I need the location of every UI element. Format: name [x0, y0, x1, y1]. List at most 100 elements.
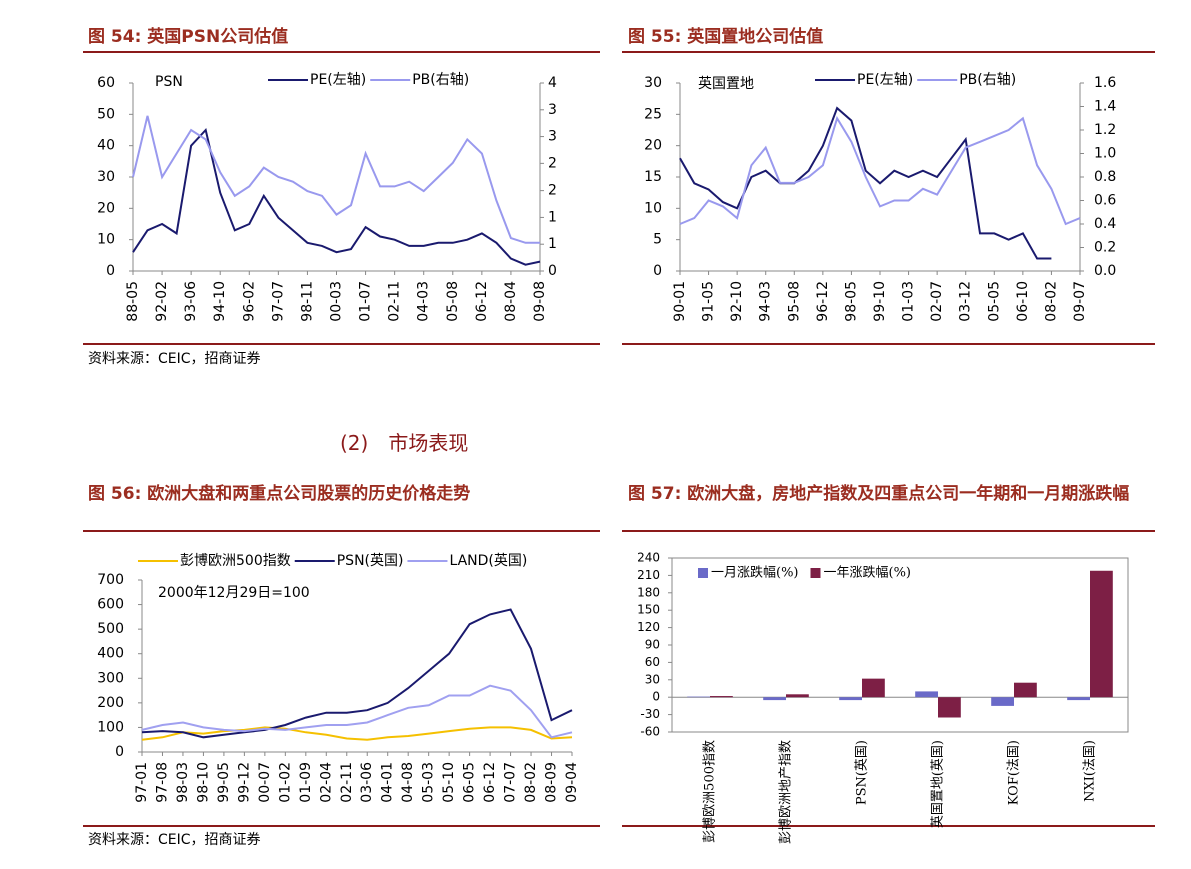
y-tick-label: 90: [645, 638, 660, 652]
bar: [915, 691, 938, 698]
y-tick-label: 5: [653, 232, 662, 248]
y-tick-label: 15: [644, 169, 662, 185]
x-tick-label: 00-07: [257, 762, 273, 803]
series-line: [141, 608, 573, 739]
section-title: (2) 市场表现: [340, 431, 469, 455]
legend-label: PB(右轴): [412, 72, 469, 88]
x-tick-label: 06-05: [462, 762, 478, 803]
rule: [83, 530, 600, 532]
x-tick-label: 94-03: [758, 281, 774, 322]
y-tick-label: 200: [97, 695, 124, 711]
y-tick-label: 500: [97, 621, 124, 637]
y-tick-label: -60: [640, 725, 660, 739]
y-tick-label: 0: [653, 263, 662, 279]
y2-tick-label: 1.4: [1094, 99, 1116, 115]
legend-label: PB(右轴): [959, 72, 1016, 88]
y-tick-label: 300: [97, 670, 124, 686]
bar: [1014, 682, 1037, 698]
x-tick-label: 06-10: [1015, 281, 1031, 322]
annotation: 英国置地: [698, 75, 754, 92]
y-tick-label: 400: [97, 646, 124, 662]
y-tick-label: 180: [637, 585, 660, 599]
y-tick-label: 40: [97, 138, 115, 154]
x-tick-label: 06-12: [474, 281, 490, 322]
y2-tick-label: 1.0: [1094, 146, 1116, 162]
y2-tick-label: 0: [548, 263, 557, 279]
bar: [786, 694, 809, 698]
y-tick-label: 60: [645, 655, 660, 669]
y-tick-label: 150: [637, 603, 660, 617]
y-tick-label: 30: [644, 75, 662, 91]
y2-tick-label: 1.6: [1094, 75, 1116, 91]
y2-tick-label: 1.2: [1094, 122, 1116, 138]
x-tick-label: 98-03: [175, 762, 191, 803]
x-tick-label: 08-02: [1043, 281, 1059, 322]
y-tick-label: 120: [637, 620, 660, 634]
bar: [710, 696, 733, 698]
series-line: [679, 106, 1052, 260]
x-tick-label: 97-07: [270, 281, 286, 322]
x-tick-label: 04-01: [380, 762, 396, 803]
x-tick-label: 04-03: [416, 281, 432, 322]
chart-title: 图 56: 欧洲大盘和两重点公司股票的历史价格走势: [88, 484, 471, 504]
x-tick-label: 97-08: [154, 762, 170, 803]
legend-label: PE(左轴): [310, 72, 366, 88]
x-tick-label: 01-07: [358, 281, 374, 322]
y2-tick-label: 0.2: [1094, 240, 1116, 256]
x-tick-label: 08-09: [544, 762, 560, 803]
x-tick-label: NXI(法国): [1083, 740, 1098, 802]
x-tick-label: 01-03: [901, 281, 917, 322]
legend-label: 一年涨跌幅(%): [824, 565, 912, 581]
x-tick-label: 92-10: [729, 281, 745, 322]
x-tick-label: 95-08: [786, 281, 802, 322]
bar: [763, 697, 786, 701]
bar: [1090, 570, 1113, 698]
x-tick-label: 09-04: [564, 762, 580, 803]
series-line: [141, 726, 573, 741]
x-tick-label: 02-11: [387, 281, 403, 322]
y2-tick-label: 1: [548, 236, 557, 252]
x-tick-label: 90-01: [672, 281, 688, 322]
x-tick-label: 99-12: [236, 762, 252, 803]
bar: [1067, 697, 1090, 701]
y-tick-label: 30: [645, 672, 660, 686]
y2-tick-label: 4: [548, 75, 557, 91]
y-tick-label: 0: [652, 690, 660, 704]
x-tick-label: 05-05: [986, 281, 1002, 322]
y-tick-label: -30: [640, 707, 660, 721]
y2-tick-label: 3: [548, 102, 557, 118]
x-tick-label: 96-12: [815, 281, 831, 322]
legend-label: PSN(英国): [337, 552, 404, 569]
x-tick-label: 98-11: [299, 281, 315, 322]
annotation: PSN: [155, 74, 183, 90]
bar: [687, 696, 710, 698]
y-tick-label: 30: [97, 169, 115, 185]
y-tick-label: 20: [97, 200, 115, 216]
bar: [991, 697, 1014, 706]
y-tick-label: 210: [637, 568, 660, 582]
source: 资料来源：CEIC，招商证券: [88, 832, 261, 848]
y-tick-label: 0: [106, 263, 115, 279]
y-tick-label: 100: [97, 719, 124, 735]
legend-swatch: [698, 568, 708, 578]
y-tick-label: 700: [97, 572, 124, 588]
y-tick-label: 60: [97, 75, 115, 91]
y2-tick-label: 2: [548, 155, 557, 171]
x-tick-label: 02-04: [318, 762, 334, 803]
x-tick-label: 92-02: [154, 281, 170, 322]
chart-title: 图 57: 欧洲大盘，房地产指数及四重点公司一年期和一月期涨跌幅: [628, 484, 1130, 504]
x-tick-label: 02-07: [929, 281, 945, 322]
x-tick-label: 99-10: [872, 281, 888, 322]
y2-tick-label: 3: [548, 129, 557, 145]
rule: [622, 343, 1155, 345]
legend-label: 彭博欧洲500指数: [180, 552, 291, 569]
x-tick-label: KOF(法国): [1007, 740, 1022, 805]
x-tick-label: 09-07: [1072, 281, 1088, 322]
source: 资料来源：CEIC，招商证券: [88, 351, 261, 367]
x-tick-label: 98-10: [195, 762, 211, 803]
x-tick-label: 01-09: [298, 762, 314, 803]
x-tick-label: 96-02: [241, 281, 257, 322]
series-line: [679, 115, 1081, 226]
x-tick-label: 08-02: [523, 762, 539, 803]
x-tick-label: 09-08: [532, 281, 548, 322]
